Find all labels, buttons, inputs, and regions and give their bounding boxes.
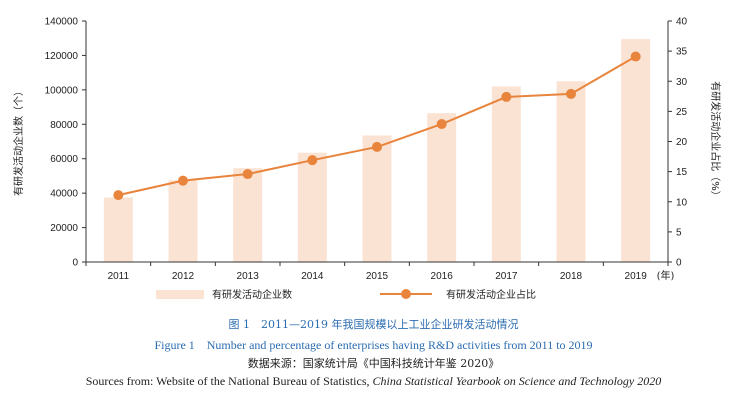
left-y-tick-label: 120000 <box>45 51 79 62</box>
x-tick-label: 2012 <box>172 271 195 282</box>
right-y-ticks: 0 5 10 15 20 25 30 35 40 <box>668 17 688 269</box>
source-en-prefix: Sources from: Website of the National Bu… <box>85 374 373 388</box>
right-y-tick-label: 30 <box>676 77 688 88</box>
bar-2016 <box>427 113 457 262</box>
right-y-tick-label: 25 <box>676 107 688 118</box>
point-2012 <box>178 175 188 186</box>
x-tick-label: 2017 <box>495 271 518 282</box>
left-y-tick-label: 40000 <box>50 189 78 200</box>
left-y-tick-label: 20000 <box>50 223 78 234</box>
left-y-tick-label: 0 <box>72 258 78 269</box>
left-y-ticks: 0 20000 40000 60000 80000 100000 120000 140000 <box>45 17 86 269</box>
x-tick-label: 2015 <box>366 271 389 282</box>
bar-2013 <box>233 168 263 262</box>
point-2018 <box>566 88 576 99</box>
right-y-tick-label: 15 <box>676 167 688 178</box>
legend-line-marker <box>401 289 411 299</box>
bar-2017 <box>491 86 521 263</box>
x-axis-unit: (年) <box>657 269 675 282</box>
x-ticks: 2011 2012 2013 2014 2015 2016 2017 2018 2019 (年) <box>85 262 675 282</box>
figure-title-cn: 图 1 2011—2019 年我国规模以上工业企业研发活动情况 <box>228 318 519 331</box>
figure-title-en: Figure 1 Number and percentage of enterp… <box>154 338 593 352</box>
left-y-tick-label: 80000 <box>50 120 78 131</box>
left-y-axis-label: 有研发活动企业数（个） <box>12 86 25 196</box>
legend-line-label: 有研发活动企业占比 <box>446 288 536 301</box>
line-layer <box>113 51 641 201</box>
right-y-tick-label: 10 <box>676 197 688 208</box>
legend-bar-label: 有研发活动企业数 <box>212 288 292 301</box>
right-y-tick-label: 20 <box>676 137 688 148</box>
bar-2015 <box>362 135 392 262</box>
right-y-tick-label: 40 <box>676 17 688 28</box>
right-y-tick-label: 0 <box>676 258 682 269</box>
left-y-tick-label: 100000 <box>45 85 79 96</box>
x-tick-label: 2018 <box>560 271 583 282</box>
legend-bar-swatch <box>156 290 204 299</box>
legend: 有研发活动企业数 有研发活动企业占比 <box>156 288 536 301</box>
point-2014 <box>307 155 318 166</box>
bar-2014 <box>297 152 327 262</box>
point-2011 <box>113 190 124 201</box>
point-2019 <box>630 51 641 62</box>
bar-2012 <box>168 180 198 262</box>
point-2013 <box>242 169 253 180</box>
x-tick-label: 2013 <box>237 271 260 282</box>
bar-2011 <box>103 197 133 262</box>
left-y-tick-label: 60000 <box>50 154 78 165</box>
bar-2019 <box>621 39 651 263</box>
point-2016 <box>436 119 447 130</box>
source-en: Sources from: Website of the National Bu… <box>0 374 747 389</box>
point-2017 <box>501 91 512 102</box>
chart: 020000400006000080000100000120000140000 … <box>12 17 722 302</box>
point-2015 <box>372 141 382 152</box>
left-y-tick-label: 140000 <box>45 17 79 28</box>
x-tick-label: 2014 <box>301 271 324 282</box>
source-cn: 数据来源：国家统计局《中国科技统计年鉴 2020》 <box>247 357 500 370</box>
right-y-axis-label: 有研发活动企业占比（%） <box>709 81 722 201</box>
source-en-book: China Statistical Yearbook on Science an… <box>372 374 662 388</box>
bars-layer <box>103 39 651 263</box>
right-y-tick-label: 5 <box>676 227 682 238</box>
x-tick-label: 2011 <box>108 271 130 282</box>
x-tick-label: 2019 <box>625 271 648 282</box>
bar-2018 <box>556 81 586 262</box>
right-y-tick-label: 35 <box>676 47 688 58</box>
x-tick-label: 2016 <box>431 271 454 282</box>
